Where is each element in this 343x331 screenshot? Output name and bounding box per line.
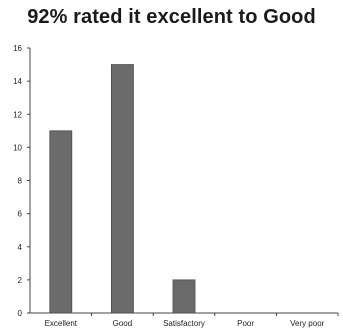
chart-title: 92% rated it excellent to Good	[27, 6, 316, 28]
x-tick-labels: Excellent Good Satisfactory Poor Very poor	[45, 319, 325, 328]
y-tick-labels: 0 2 4 6 8 10 12 14 16	[13, 44, 22, 318]
y-tick-label: 8	[18, 177, 23, 186]
y-tick-label: 4	[18, 243, 23, 252]
y-tick-label: 6	[18, 210, 23, 219]
bars	[49, 64, 196, 314]
axes	[27, 47, 339, 316]
y-tick-label: 10	[13, 143, 22, 152]
y-tick-label: 0	[18, 309, 23, 318]
x-tick-label: Good	[113, 319, 133, 328]
x-tick-label: Satisfactory	[163, 319, 205, 328]
y-tick-label: 14	[13, 77, 22, 86]
bar-satisfactory	[172, 279, 196, 314]
y-tick-label: 12	[13, 110, 22, 119]
y-tick-label: 16	[13, 44, 22, 53]
x-tick-label: Very poor	[290, 319, 325, 328]
y-tick-label: 2	[18, 276, 23, 285]
x-tick-label: Poor	[237, 319, 254, 328]
x-tick-label: Excellent	[45, 319, 78, 328]
bar-excellent	[49, 130, 73, 314]
bar-good	[111, 64, 134, 314]
